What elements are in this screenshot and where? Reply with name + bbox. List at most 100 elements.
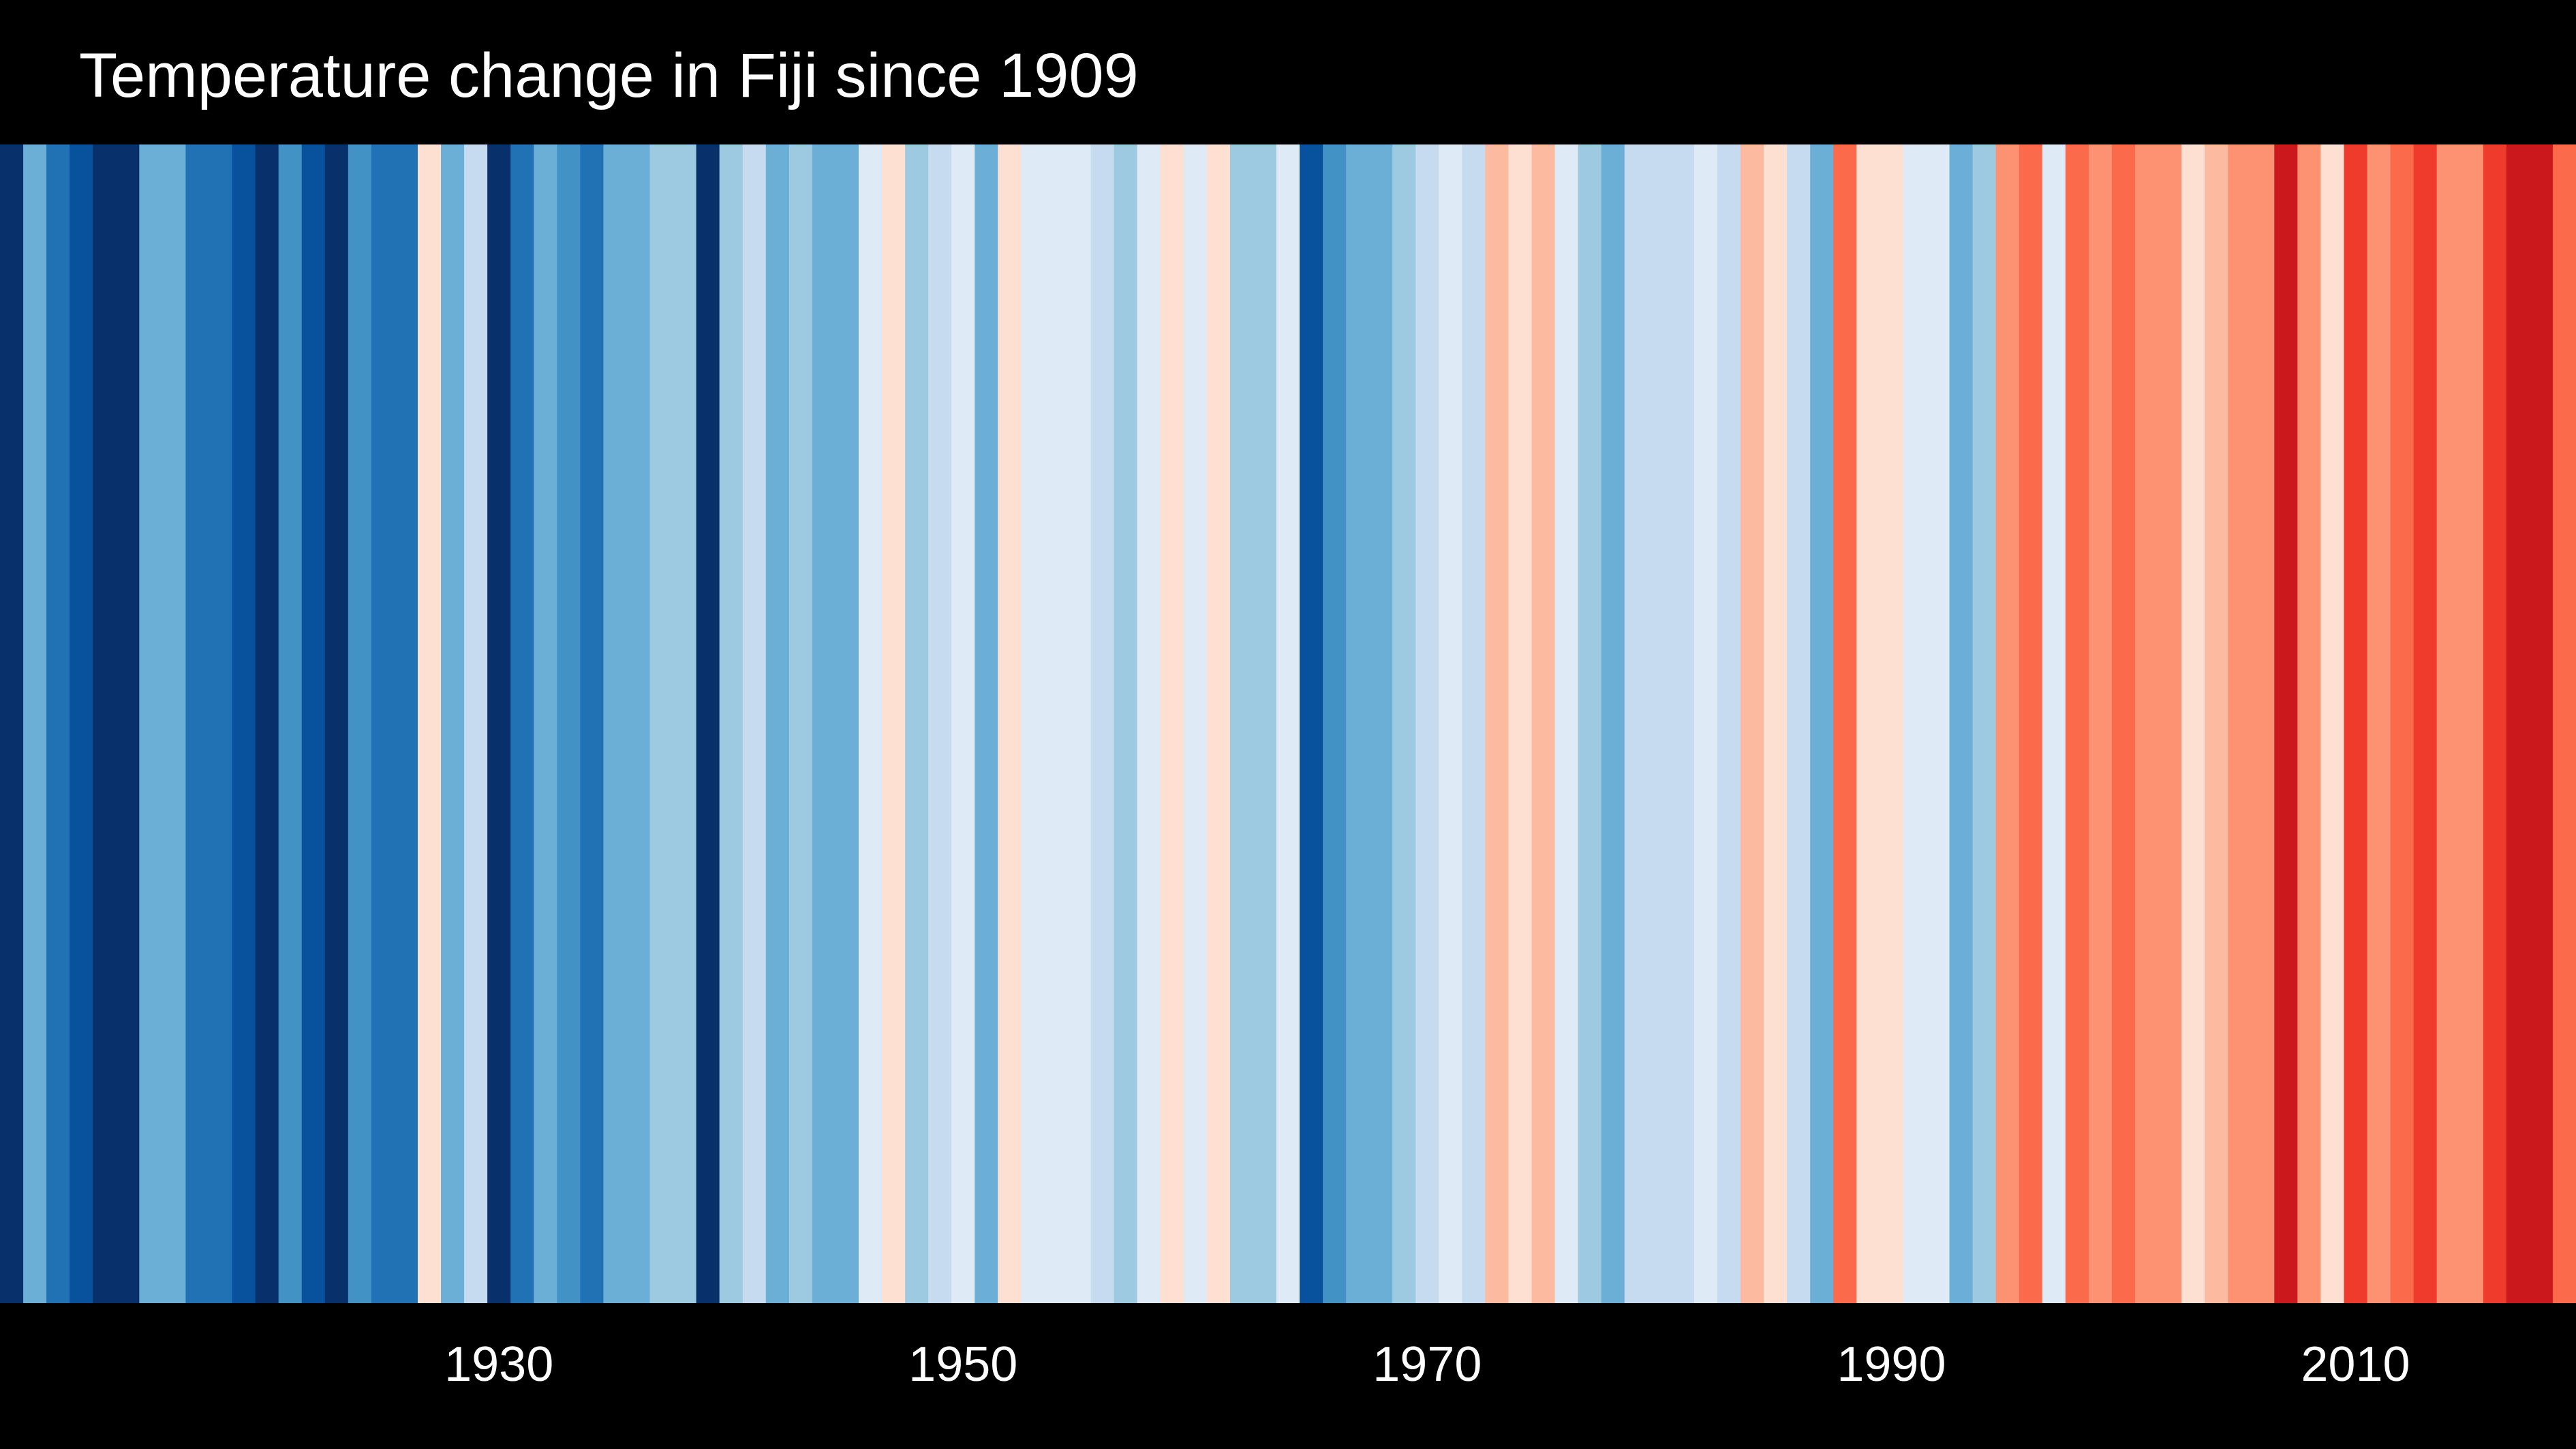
stripe	[765, 144, 790, 1303]
stripe	[301, 144, 326, 1303]
stripe	[1415, 144, 1439, 1303]
stripe	[417, 144, 442, 1303]
stripe	[1323, 144, 1347, 1303]
stripe	[2251, 144, 2275, 1303]
stripe	[1624, 144, 1649, 1303]
stripe	[2274, 144, 2298, 1303]
x-tick-label: 1950	[908, 1337, 1017, 1392]
stripe	[742, 144, 767, 1303]
stripe	[255, 144, 279, 1303]
stripe	[2042, 144, 2066, 1303]
x-tick-label: 2010	[2301, 1337, 2410, 1392]
stripe	[93, 144, 117, 1303]
stripe	[1090, 144, 1115, 1303]
stripe	[1439, 144, 1463, 1303]
stripe	[1741, 144, 1764, 1303]
stripe	[139, 144, 163, 1303]
stripe	[2413, 144, 2438, 1303]
stripe	[70, 144, 93, 1303]
stripe	[1531, 144, 1556, 1303]
stripe	[1300, 144, 1323, 1303]
stripe	[975, 144, 998, 1303]
stripe	[1764, 144, 1788, 1303]
stripe	[1276, 144, 1300, 1303]
stripe	[2367, 144, 2391, 1303]
stripe	[2065, 144, 2089, 1303]
stripe	[2205, 144, 2228, 1303]
stripe	[1856, 144, 1880, 1303]
stripe	[162, 144, 187, 1303]
chart-title: Temperature change in Fiji since 1909	[79, 41, 1139, 110]
stripe	[2019, 144, 2043, 1303]
stripe	[2134, 144, 2159, 1303]
stripe	[2320, 144, 2345, 1303]
stripe	[1717, 144, 1741, 1303]
stripe	[46, 144, 70, 1303]
stripe	[1810, 144, 1834, 1303]
stripe	[2158, 144, 2182, 1303]
stripe	[859, 144, 883, 1303]
stripe	[1183, 144, 1208, 1303]
stripe	[1972, 144, 1997, 1303]
x-tick-label: 1930	[444, 1337, 553, 1392]
stripe	[1693, 144, 1718, 1303]
stripe	[324, 144, 349, 1303]
stripe	[1485, 144, 1509, 1303]
stripe	[441, 144, 465, 1303]
stripe	[1903, 144, 1927, 1303]
stripe	[2436, 144, 2461, 1303]
stripe	[2228, 144, 2252, 1303]
stripe	[510, 144, 534, 1303]
stripe	[998, 144, 1022, 1303]
stripe	[580, 144, 604, 1303]
stripe	[1995, 144, 2020, 1303]
stripe	[2111, 144, 2136, 1303]
stripe	[2483, 144, 2507, 1303]
stripe	[2459, 144, 2484, 1303]
stripe	[1067, 144, 1092, 1303]
stripe	[487, 144, 511, 1303]
stripe	[1880, 144, 1904, 1303]
stripe	[719, 144, 743, 1303]
stripe	[1833, 144, 1857, 1303]
stripe	[1647, 144, 1672, 1303]
stripe	[1392, 144, 1416, 1303]
stripe	[557, 144, 581, 1303]
stripe	[2297, 144, 2322, 1303]
stripe	[928, 144, 952, 1303]
stripe	[209, 144, 233, 1303]
stripe	[603, 144, 628, 1303]
stripe	[1137, 144, 1161, 1303]
stripe	[2506, 144, 2530, 1303]
stripe	[1578, 144, 1602, 1303]
stripe	[649, 144, 674, 1303]
stripe	[788, 144, 813, 1303]
stripe	[1206, 144, 1231, 1303]
stripe	[0, 144, 24, 1303]
stripe	[951, 144, 975, 1303]
x-tick-label: 1990	[1837, 1337, 1946, 1392]
stripe	[2344, 144, 2368, 1303]
stripe	[1787, 144, 1811, 1303]
stripe	[2390, 144, 2414, 1303]
stripe	[1926, 144, 1950, 1303]
stripe	[185, 144, 210, 1303]
stripe	[673, 144, 697, 1303]
stripe	[1369, 144, 1393, 1303]
stripe	[1160, 144, 1184, 1303]
stripe	[1949, 144, 1974, 1303]
stripe	[1021, 144, 1045, 1303]
stripe	[1670, 144, 1695, 1303]
x-tick-label: 1970	[1373, 1337, 1482, 1392]
stripe	[2088, 144, 2113, 1303]
stripe	[371, 144, 395, 1303]
stripe	[348, 144, 372, 1303]
stripe	[1229, 144, 1254, 1303]
stripe	[812, 144, 836, 1303]
stripe	[1508, 144, 1533, 1303]
stripe	[2181, 144, 2205, 1303]
stripe	[232, 144, 256, 1303]
stripe	[23, 144, 47, 1303]
stripe	[696, 144, 720, 1303]
